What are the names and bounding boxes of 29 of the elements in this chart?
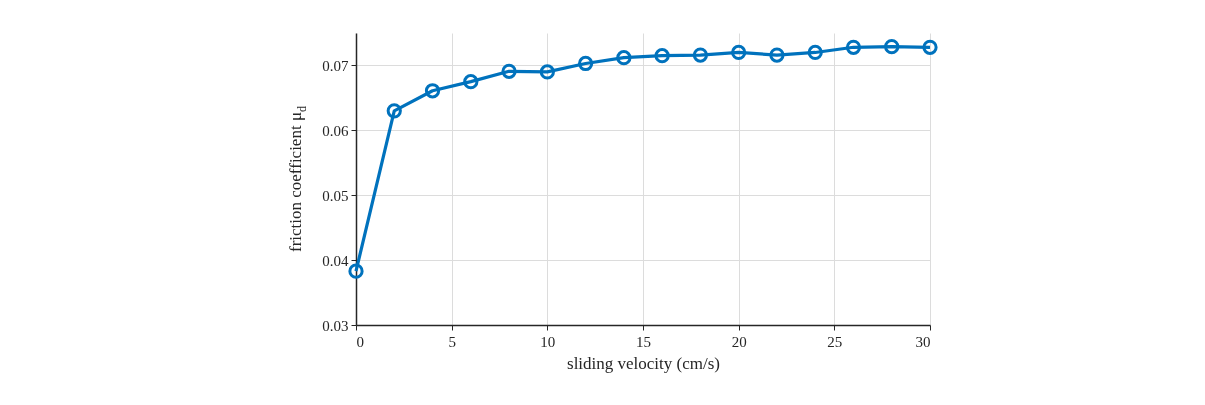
point <box>463 74 479 90</box>
point <box>807 44 823 61</box>
point <box>386 103 402 119</box>
point <box>348 263 364 279</box>
x-tick-label: 30 <box>915 333 931 350</box>
point <box>501 63 517 79</box>
x-tick-label: 10 <box>540 333 556 350</box>
x-tick-label: 5 <box>448 333 456 350</box>
y-tick-label: 0.03 <box>322 317 349 334</box>
y-tick-label: 0.04 <box>322 252 349 269</box>
x-tick-label: 20 <box>731 333 747 350</box>
y-tick-label: 0.06 <box>322 122 349 139</box>
x-tick-label: 15 <box>636 333 651 350</box>
x-tick-label: 25 <box>827 333 843 350</box>
x-axis-title: sliding velocity (cm/s) <box>567 353 720 373</box>
point <box>769 47 785 63</box>
point <box>654 48 670 64</box>
point <box>692 47 709 63</box>
x-tick-label: 0 <box>356 333 364 350</box>
point <box>922 39 938 55</box>
point <box>616 50 632 66</box>
point <box>539 64 555 80</box>
point <box>731 44 747 61</box>
point <box>884 39 900 55</box>
point <box>845 39 862 55</box>
point <box>577 55 594 72</box>
point <box>424 83 441 99</box>
y-tick-label: 0.07 <box>322 57 349 74</box>
y-tick-label: 0.05 <box>322 187 349 204</box>
